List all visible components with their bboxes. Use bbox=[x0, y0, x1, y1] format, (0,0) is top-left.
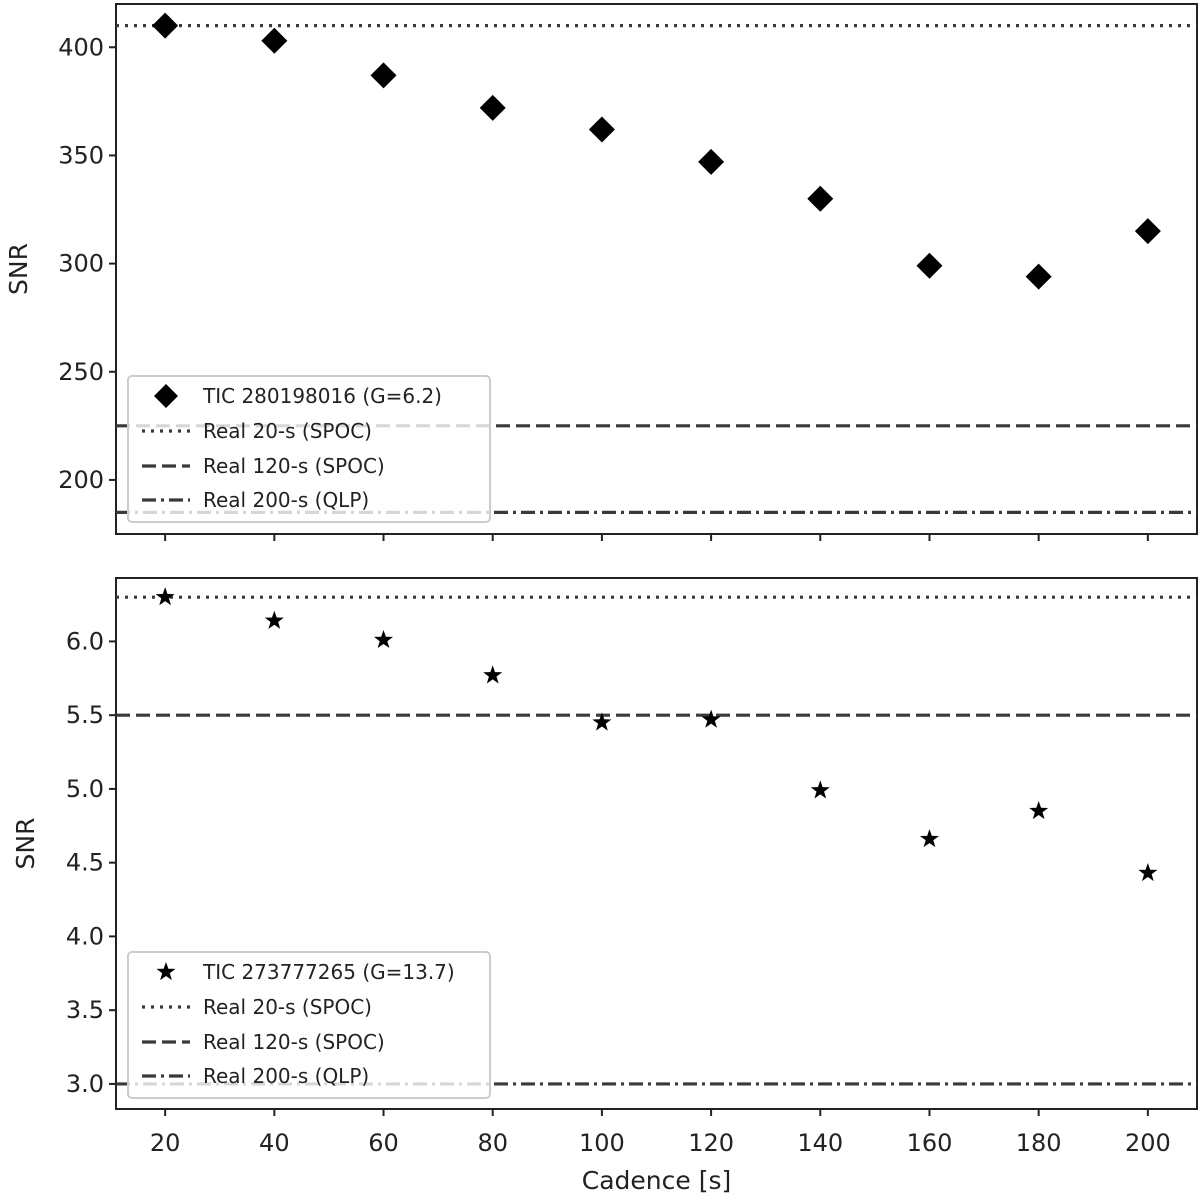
axes-frame bbox=[115, 3, 1198, 535]
top-panel: 200 250 300 350 400 SNR TIC 280198016 (G=6.2) R… bbox=[4, 3, 1198, 541]
y-axis-label: SNR bbox=[11, 818, 40, 870]
legend-marker bbox=[154, 384, 178, 408]
x-tick-label: 40 bbox=[259, 1129, 290, 1157]
data-point bbox=[698, 148, 725, 175]
data-point bbox=[588, 116, 615, 143]
legend-label: Real 200-s (QLP) bbox=[203, 1064, 369, 1088]
legend: TIC 280198016 (G=6.2) Real 20-s (SPOC) Rea… bbox=[127, 375, 491, 523]
x-tick-label: 200 bbox=[1125, 1129, 1171, 1157]
legend-label: TIC 280198016 (G=6.2) bbox=[202, 384, 442, 408]
y-axis-label: SNR bbox=[4, 243, 33, 295]
legend-box bbox=[127, 951, 491, 1099]
y-tick-label: 3.0 bbox=[66, 1070, 104, 1098]
data-point bbox=[483, 665, 503, 684]
y-tick-label: 250 bbox=[58, 358, 104, 386]
data-point bbox=[592, 712, 612, 731]
data-point bbox=[807, 185, 834, 212]
legend-marker bbox=[156, 962, 176, 981]
legend-label: Real 120-s (SPOC) bbox=[203, 454, 385, 478]
x-tick-label: 80 bbox=[477, 1129, 508, 1157]
y-tick-label: 300 bbox=[58, 250, 104, 278]
x-tick-label: 180 bbox=[1016, 1129, 1062, 1157]
legend: TIC 273777265 (G=13.7) Real 20-s (SPOC) Re… bbox=[127, 951, 491, 1099]
y-tick-label: 3.5 bbox=[66, 996, 104, 1024]
x-tick-label: 140 bbox=[797, 1129, 843, 1157]
data-point bbox=[370, 62, 397, 89]
data-point bbox=[919, 829, 939, 848]
data-point bbox=[261, 27, 288, 54]
data-point bbox=[1025, 263, 1052, 290]
x-tick-label: 160 bbox=[907, 1129, 953, 1157]
data-point bbox=[264, 610, 284, 629]
y-tick-label: 400 bbox=[58, 33, 104, 61]
y-tick-label: 4.5 bbox=[66, 849, 104, 877]
data-point bbox=[152, 12, 179, 39]
y-tick-label: 5.5 bbox=[66, 701, 104, 729]
y-tick-label: 350 bbox=[58, 141, 104, 169]
y-tick-label: 5.0 bbox=[66, 775, 104, 803]
data-point bbox=[374, 629, 394, 649]
x-tick-label: 60 bbox=[368, 1129, 399, 1157]
legend-label: Real 120-s (SPOC) bbox=[203, 1030, 385, 1054]
axes-frame bbox=[115, 577, 1198, 1110]
data-point bbox=[479, 94, 506, 121]
x-axis-label: Cadence [s] bbox=[582, 1166, 731, 1195]
data-point bbox=[1029, 801, 1049, 820]
data-point bbox=[810, 780, 830, 799]
data-point bbox=[1138, 863, 1158, 882]
data-point bbox=[701, 709, 721, 728]
y-tick-label: 6.0 bbox=[66, 627, 104, 655]
legend-box bbox=[127, 375, 491, 523]
y-tick-label: 4.0 bbox=[66, 922, 104, 950]
bottom-panel: 3.0 3.5 4.0 4.5 5.0 5.5 6.0 20 40 60 80 100 120 140 16… bbox=[11, 577, 1198, 1195]
x-tick-label: 100 bbox=[579, 1129, 625, 1157]
legend-label: Real 200-s (QLP) bbox=[203, 488, 369, 512]
data-point bbox=[1134, 218, 1161, 245]
legend-label: Real 20-s (SPOC) bbox=[203, 995, 372, 1019]
legend-label: Real 20-s (SPOC) bbox=[203, 419, 372, 443]
legend-label: TIC 273777265 (G=13.7) bbox=[202, 960, 455, 984]
x-tick-label: 120 bbox=[688, 1129, 734, 1157]
x-tick-label: 20 bbox=[150, 1129, 181, 1157]
data-point bbox=[916, 252, 943, 279]
y-tick-label: 200 bbox=[58, 466, 104, 494]
data-point bbox=[155, 587, 175, 606]
